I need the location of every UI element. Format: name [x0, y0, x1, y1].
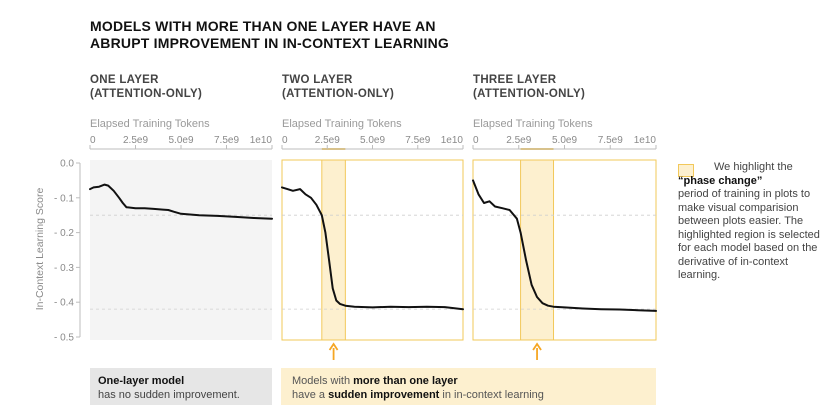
y-tick-label-3: - 0.3: [54, 263, 74, 274]
note-multi-layer-bold1: more than one layer: [353, 375, 458, 387]
note-one-layer-rest: has no sudden improvement.: [98, 389, 240, 401]
x-tick-label-0-3: 7.5e9: [214, 135, 239, 146]
phase-change-region-2: [520, 159, 555, 341]
legend-text-after: period of training in plots to make visu…: [678, 188, 820, 281]
panel-title-one-layer-line1: ONE LAYER: [90, 74, 159, 86]
x-axis-title-one-layer: Elapsed Training Tokens: [90, 118, 210, 130]
x-axis-title-two-layer: Elapsed Training Tokens: [282, 118, 402, 130]
x-tick-label-0-1: 2.5e9: [123, 135, 148, 146]
note-multi-layer-line2: have a sudden improvement in in-context …: [292, 388, 645, 402]
x-tick-label-1-3: 7.5e9: [405, 135, 430, 146]
panel-title-three-layer-line1: THREE LAYER: [473, 74, 557, 86]
note-multi-layer-part3: in in-context learning: [439, 389, 544, 401]
x-axis-title-three-layer: Elapsed Training Tokens: [473, 118, 593, 130]
panel-title-two-layer-line2: (ATTENTION-ONLY): [282, 88, 395, 100]
legend-text-before: We highlight the: [714, 161, 793, 173]
chart-title-line2: ABRUPT IMPROVEMENT IN IN-CONTEXT LEARNIN…: [90, 35, 449, 51]
panel-title-one-layer: ONE LAYER (ATTENTION-ONLY): [90, 73, 280, 101]
phase-change-arrow-head-1: [328, 342, 339, 351]
series-line-two-layer: [281, 186, 464, 311]
phase-change-region-1: [321, 159, 346, 341]
x-tick-label-2-2: 5.0e9: [552, 135, 577, 146]
note-multi-layer-part1: Models with: [292, 375, 354, 387]
note-multi-layer-part2: have a: [292, 389, 329, 401]
x-tick-label-0-2: 5.0e9: [168, 135, 193, 146]
y-tick-label-2: - 0.2: [54, 228, 74, 239]
legend-text-bold: “phase change”: [678, 174, 763, 187]
note-one-layer: One-layer model has no sudden improvemen…: [90, 368, 272, 405]
x-tick-label-1-1: 2.5e9: [315, 135, 340, 146]
y-tick-label-0: 0.0: [60, 159, 74, 170]
series-line-one-layer: [89, 183, 273, 220]
note-multi-layer: Models with more than one layer have a s…: [281, 368, 656, 405]
legend-text: We highlight the “phase change” period of …: [678, 161, 828, 283]
panel-title-three-layer: THREE LAYER (ATTENTION-ONLY): [473, 73, 663, 101]
x-tick-label-1-2: 5.0e9: [360, 135, 385, 146]
x-tick-label-1-4: 1e10: [441, 135, 464, 146]
chart-title-line1: MODELS WITH MORE THAN ONE LAYER HAVE AN: [90, 18, 436, 34]
note-multi-layer-bold2: sudden improvement: [328, 389, 440, 401]
y-tick-label-1: - 0.1: [54, 193, 74, 204]
phase-change-arrow-head-2: [532, 342, 542, 351]
note-multi-layer-line1: Models with more than one layer: [292, 374, 645, 388]
x-tick-label-2-4: 1e10: [634, 135, 657, 146]
x-tick-label-2-1: 2.5e9: [506, 135, 531, 146]
panel-title-two-layer: TWO LAYER (ATTENTION-ONLY): [282, 73, 472, 101]
note-one-layer-bold: One-layer model: [98, 375, 185, 387]
x-tick-label-0-0: 0: [90, 135, 96, 146]
panel-title-one-layer-line2: (ATTENTION-ONLY): [90, 88, 203, 100]
y-tick-label-4: - 0.4: [54, 298, 74, 309]
panel-title-two-layer-line1: TWO LAYER: [282, 74, 353, 86]
plot-area-2: [472, 159, 657, 341]
x-tick-label-1-0: 0: [282, 135, 288, 146]
panel-title-three-layer-line2: (ATTENTION-ONLY): [473, 88, 586, 100]
x-tick-label-0-4: 1e10: [250, 135, 273, 146]
x-tick-label-2-3: 7.5e9: [598, 135, 623, 146]
x-tick-label-2-0: 0: [473, 135, 479, 146]
plot-area-0: [90, 160, 272, 340]
plot-area-1: [281, 159, 464, 341]
series-line-three-layer: [472, 179, 657, 312]
legend-swatch: [678, 164, 694, 177]
y-tick-label-5: - 0.5: [54, 333, 74, 344]
chart-title: MODELS WITH MORE THAN ONE LAYER HAVE AN …: [90, 18, 510, 52]
